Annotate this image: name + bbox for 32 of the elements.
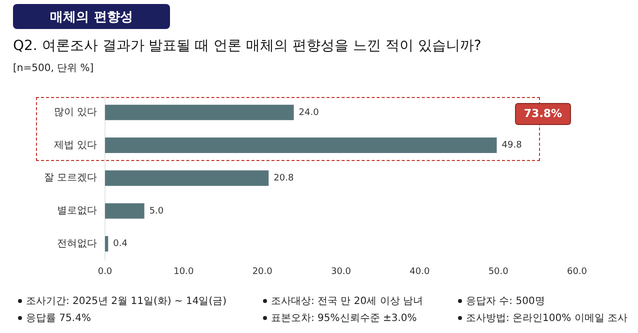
y-tick-label: 많이 있다 xyxy=(54,107,97,118)
text: 조사대상: 전국 만 20세 이상 남녀 xyxy=(271,295,423,308)
x-tick-label: 40.0 xyxy=(410,266,430,277)
x-tick-label: 0.0 xyxy=(98,266,112,277)
data-label: 49.8 xyxy=(502,140,522,151)
bar xyxy=(105,170,269,186)
bar xyxy=(105,138,497,153)
annotation: 73.8% xyxy=(515,102,571,125)
data-label: 5.0 xyxy=(149,206,164,216)
text: 조사기간: 2025년 2월 11일(화) ~ 14일(금) xyxy=(26,295,227,308)
text: 표본오차: 95%신뢰수준 ±3.0% xyxy=(271,312,417,325)
x-tick-label: 20.0 xyxy=(252,266,273,277)
text: 조사방법: 온라인100% 이메일 조사 xyxy=(466,312,628,325)
y-tick-label: 별로없다 xyxy=(57,206,97,217)
y-tick-label: 전혀없다 xyxy=(57,238,97,250)
text: 응답률 75.4% xyxy=(26,312,91,325)
y-tick-label: 제법 있다 xyxy=(54,140,97,151)
y-tick-label: 잘 모르겠다 xyxy=(44,172,97,184)
text: 응답자 수: 500명 xyxy=(466,295,545,308)
x-tick-label: 50.0 xyxy=(488,266,509,277)
data-label: 20.8 xyxy=(274,173,294,184)
chart-subtitle: Q2. 여론조사 결과가 발표될 때 언론 매체의 편향성을 느낀 적이 있습니까? xyxy=(13,37,482,55)
bar xyxy=(105,236,108,252)
x-tick-label: 30.0 xyxy=(330,266,352,277)
bar xyxy=(105,104,294,120)
x-tick-label: 60.0 xyxy=(566,266,588,277)
bar xyxy=(105,203,144,219)
x-tick-label: 10.0 xyxy=(174,266,194,277)
chart-title: 매체의 편향성 xyxy=(13,4,170,29)
data-label: 24.0 xyxy=(298,108,320,118)
text: [n=500, 단위 %] xyxy=(13,62,94,75)
data-label: 0.4 xyxy=(113,239,128,250)
